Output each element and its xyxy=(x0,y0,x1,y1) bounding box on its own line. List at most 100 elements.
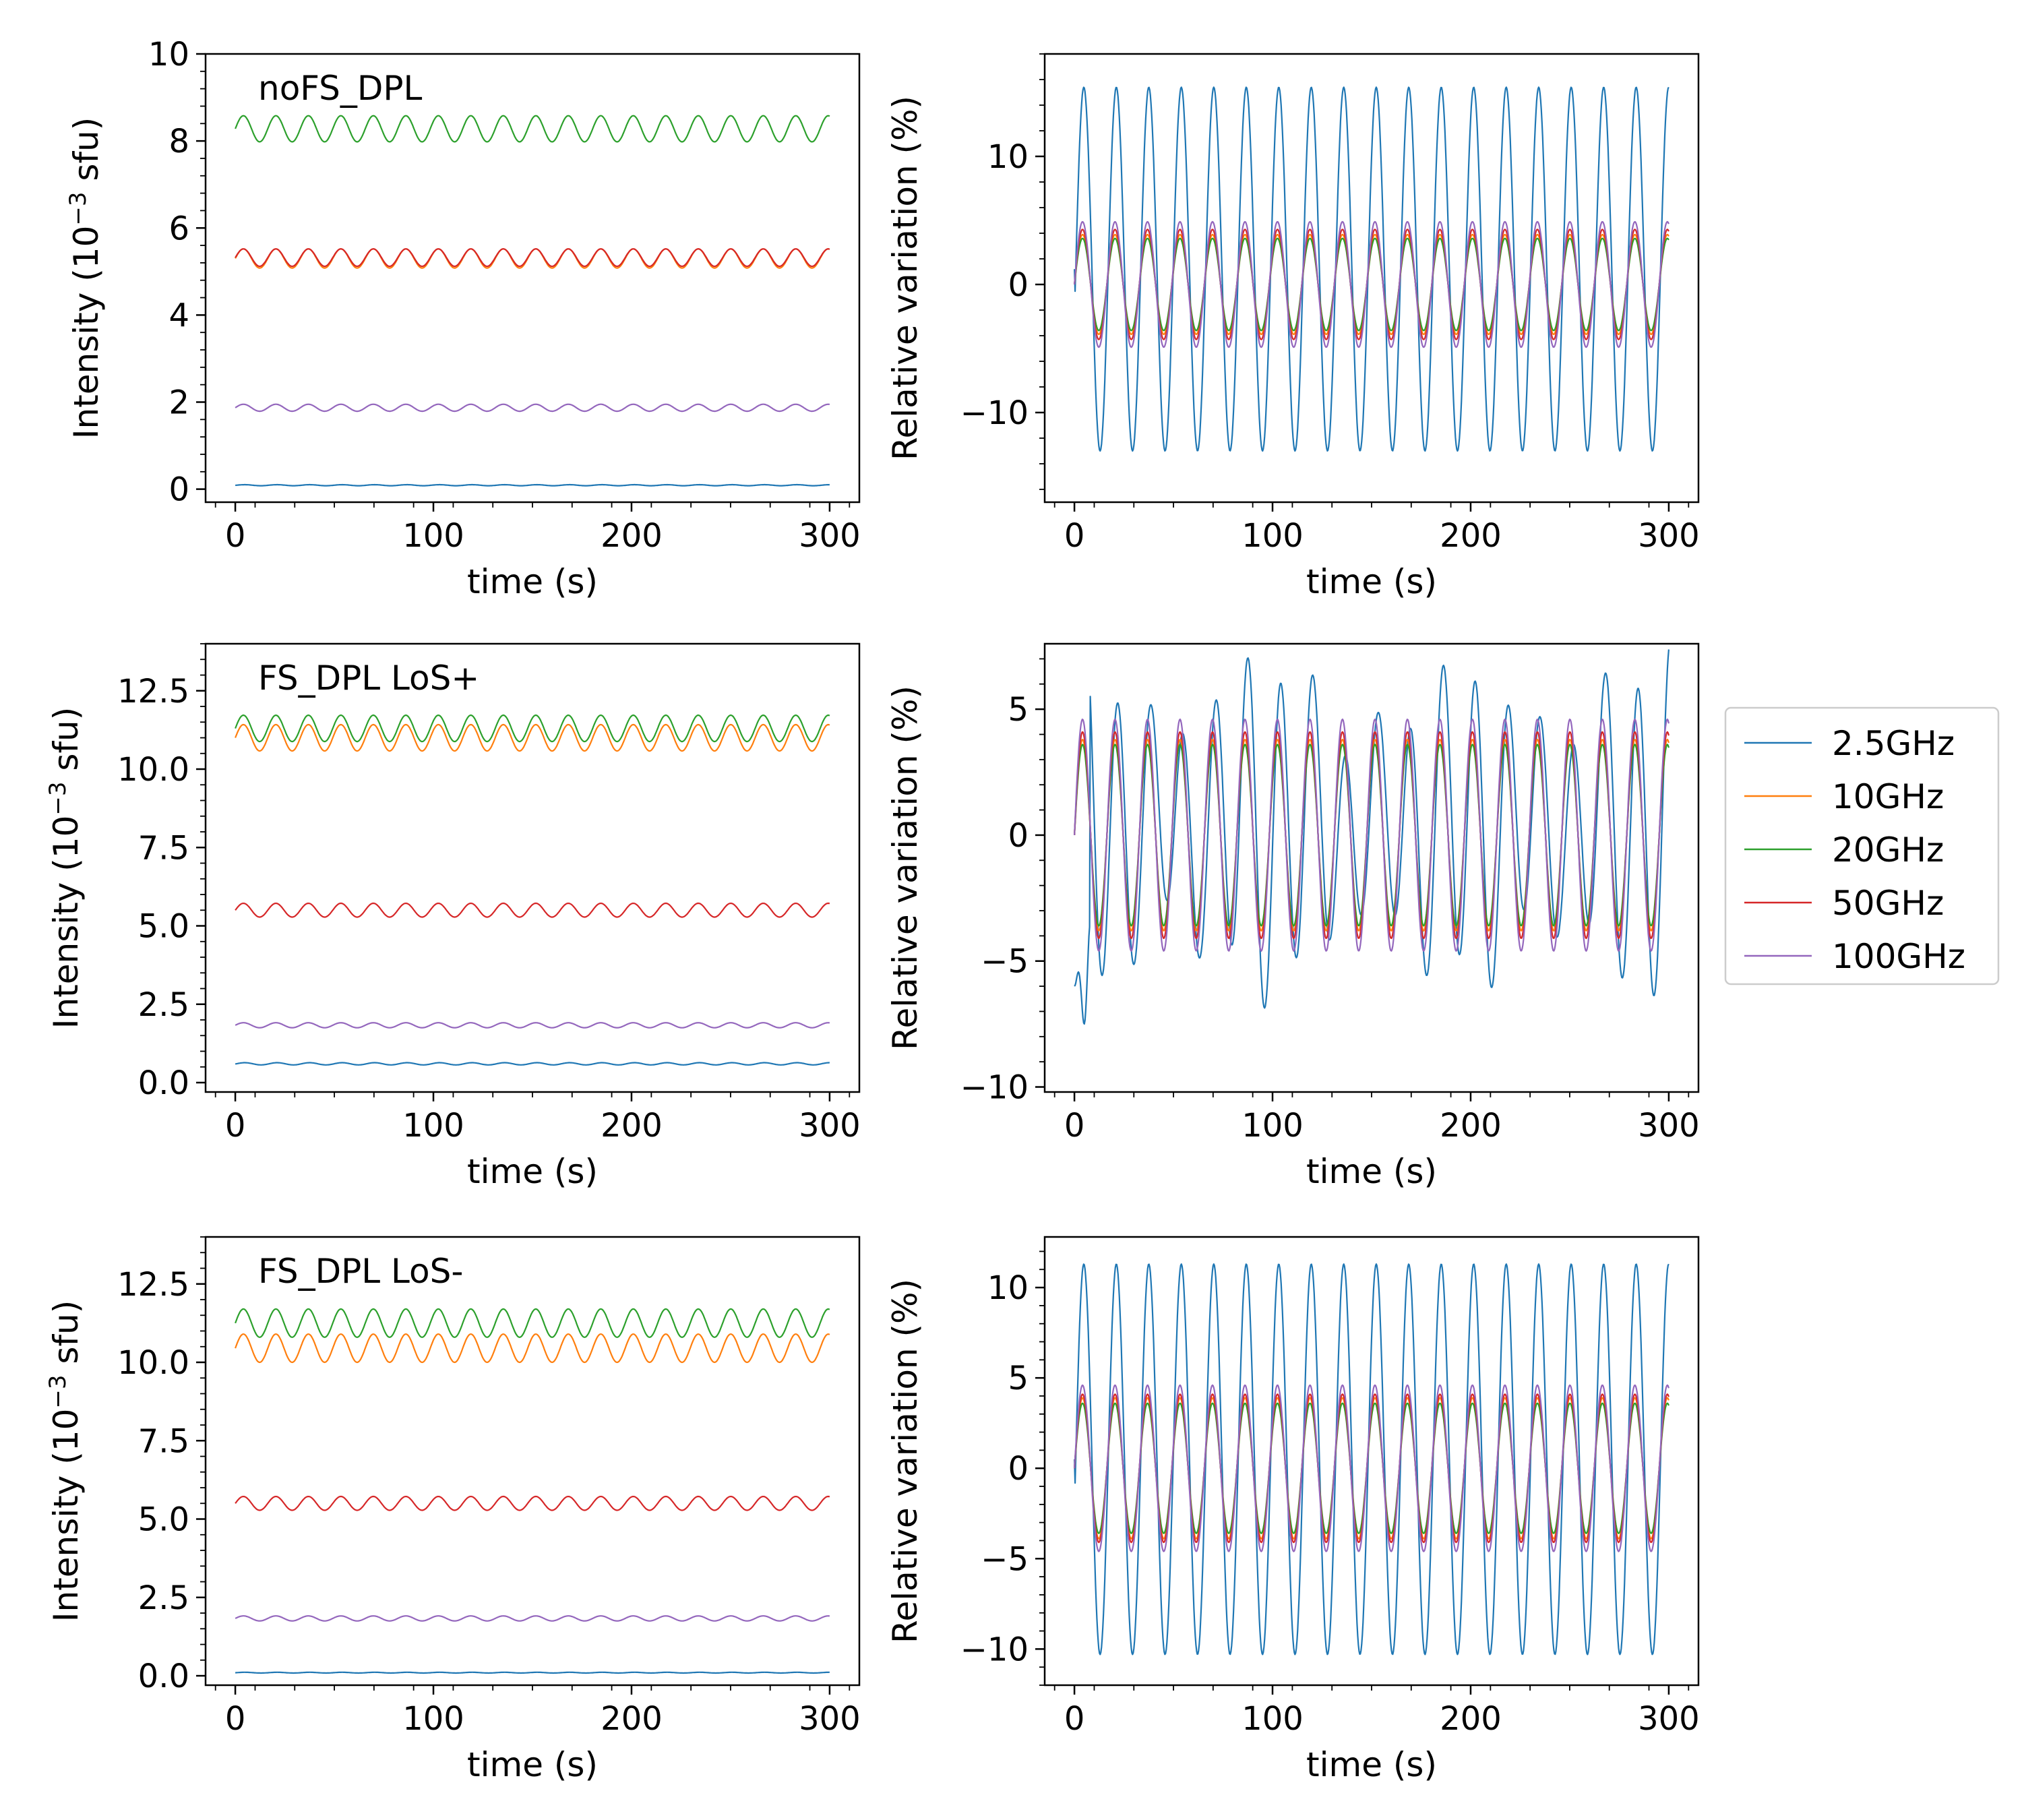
panel-label: noFS_DPL xyxy=(258,69,423,108)
panel-label: FS_DPL LoS+ xyxy=(258,659,479,698)
y-tick-label: −5 xyxy=(981,1540,1029,1578)
series-line-2.5GHz xyxy=(1074,86,1669,452)
x-tick-label: 100 xyxy=(402,1107,464,1145)
y-tick-label: 7.5 xyxy=(138,829,189,867)
panel-FS_DPL_LoS+-intensity: 0 100 200 300 0.0 2.5 5.0 7.5 10.0 12.5 time (s) In… xyxy=(44,642,861,1191)
x-tick-label: 300 xyxy=(799,1700,861,1738)
x-tick-label: 0 xyxy=(225,1107,246,1145)
series-line-2.5GHz xyxy=(235,1062,830,1066)
y-tick-label: 0 xyxy=(168,471,189,509)
x-tick-label: 0 xyxy=(225,1700,246,1738)
legend-label-50GHz: 50GHz xyxy=(1832,884,1944,923)
x-tick-label: 100 xyxy=(1242,517,1304,555)
series-group xyxy=(235,115,830,487)
x-tick-label: 300 xyxy=(1638,1107,1700,1145)
axes-frame xyxy=(204,1236,861,1687)
series-line-20GHz xyxy=(235,714,830,743)
x-tick-label: 300 xyxy=(1638,517,1700,555)
y-tick-label: 7.5 xyxy=(138,1422,189,1460)
series-line-10GHz xyxy=(235,1333,830,1364)
y-tick-label: 10 xyxy=(987,1269,1029,1307)
y-tick-label: 10 xyxy=(148,36,189,73)
y-tick-label: 0.0 xyxy=(138,1064,189,1102)
y-tick-label: 0 xyxy=(1008,1450,1029,1488)
y-tick-label: 10.0 xyxy=(117,751,189,789)
y-axis-label: Relative variation (%) xyxy=(886,1279,925,1643)
x-tick-label: 200 xyxy=(601,517,663,555)
x-tick-label: 100 xyxy=(402,517,464,555)
series-line-100GHz xyxy=(1074,718,1669,952)
y-tick-label: 8 xyxy=(168,123,189,160)
axes-frame xyxy=(204,642,861,1093)
y-tick-label: 4 xyxy=(168,297,189,334)
panel-FS_DPL_LoS+-relative: 0 100 200 300 −10 −5 0 5 time (s) Relative variat… xyxy=(886,642,1700,1191)
y-tick-label: −5 xyxy=(981,943,1029,981)
series-group xyxy=(235,1308,830,1674)
series-line-10GHz xyxy=(235,723,830,752)
series-line-2.5GHz xyxy=(1074,1263,1669,1656)
y-tick-label: 2.5 xyxy=(138,986,189,1024)
y-tick-label: −10 xyxy=(960,394,1029,432)
x-tick-label: 0 xyxy=(1064,1700,1085,1738)
y-tick-label: 0 xyxy=(1008,266,1029,304)
legend-box xyxy=(1724,706,2000,985)
x-tick-label: 0 xyxy=(1064,517,1085,555)
panel-FS_DPL_LoS--relative: 0 100 200 300 −10 −5 0 5 10 time (s) Relative vari… xyxy=(886,1236,1700,1784)
series-line-20GHz xyxy=(235,115,830,143)
series-line-50GHz xyxy=(235,248,830,268)
series-line-50GHz xyxy=(235,902,830,918)
x-tick-label: 100 xyxy=(1242,1700,1304,1738)
y-axis-label: Intensity (10−3 sfu) xyxy=(65,117,106,439)
y-tick-label: 5 xyxy=(1008,1360,1029,1397)
series-line-100GHz xyxy=(235,1615,830,1622)
axes-frame xyxy=(1043,642,1700,1093)
x-tick-label: 300 xyxy=(799,517,861,555)
y-tick-label: 5 xyxy=(1008,691,1029,729)
y-axis-label: Relative variation (%) xyxy=(886,686,925,1050)
x-axis-label: time (s) xyxy=(1306,1152,1437,1191)
y-axis-label: Relative variation (%) xyxy=(886,96,925,460)
y-tick-label: 6 xyxy=(168,210,189,247)
x-tick-label: 200 xyxy=(601,1107,663,1145)
x-axis-label: time (s) xyxy=(1306,562,1437,601)
y-tick-label: 10.0 xyxy=(117,1344,189,1382)
y-tick-label: 12.5 xyxy=(117,1266,189,1304)
x-tick-label: 200 xyxy=(1440,517,1502,555)
y-tick-label: 0 xyxy=(1008,817,1029,855)
y-tick-label: 5.0 xyxy=(138,908,189,946)
series-line-100GHz xyxy=(1074,1384,1669,1552)
y-axis-label: Intensity (10−3 sfu) xyxy=(44,1300,86,1622)
series-line-100GHz xyxy=(235,1022,830,1029)
series-line-2.5GHz xyxy=(235,483,830,487)
y-tick-label: −10 xyxy=(960,1069,1029,1107)
y-tick-label: 0.0 xyxy=(138,1658,189,1695)
series-group xyxy=(235,714,830,1066)
panel-label: FS_DPL LoS- xyxy=(258,1252,463,1291)
x-tick-label: 100 xyxy=(1242,1107,1304,1145)
x-tick-label: 0 xyxy=(225,517,246,555)
y-tick-label: 5.0 xyxy=(138,1501,189,1539)
series-group xyxy=(1074,1263,1669,1656)
legend-label-100GHz: 100GHz xyxy=(1832,937,1965,976)
series-line-20GHz xyxy=(235,1308,830,1338)
x-tick-label: 300 xyxy=(799,1107,861,1145)
series-line-100GHz xyxy=(235,403,830,413)
legend: 2.5GHz 10GHz 20GHz 50GHz 100GHz xyxy=(1724,706,2000,985)
series-line-2.5GHz xyxy=(1074,649,1669,1025)
x-tick-label: 200 xyxy=(1440,1700,1502,1738)
x-tick-label: 200 xyxy=(601,1700,663,1738)
y-tick-label: 10 xyxy=(987,138,1029,176)
panel-noFS_DPL-intensity: 0 100 200 300 0 2 4 6 8 10 time (s) Intensity (10−3… xyxy=(65,36,861,601)
x-tick-label: 100 xyxy=(402,1700,464,1738)
x-tick-label: 300 xyxy=(1638,1700,1700,1738)
x-axis-label: time (s) xyxy=(467,1745,598,1784)
y-tick-label: 2.5 xyxy=(138,1579,189,1617)
legend-label-2.5GHz: 2.5GHz xyxy=(1832,724,1955,763)
series-line-2.5GHz xyxy=(235,1671,830,1674)
series-group xyxy=(1074,649,1669,1025)
series-line-100GHz xyxy=(1074,220,1669,348)
series-group xyxy=(1074,86,1669,452)
x-tick-label: 200 xyxy=(1440,1107,1502,1145)
